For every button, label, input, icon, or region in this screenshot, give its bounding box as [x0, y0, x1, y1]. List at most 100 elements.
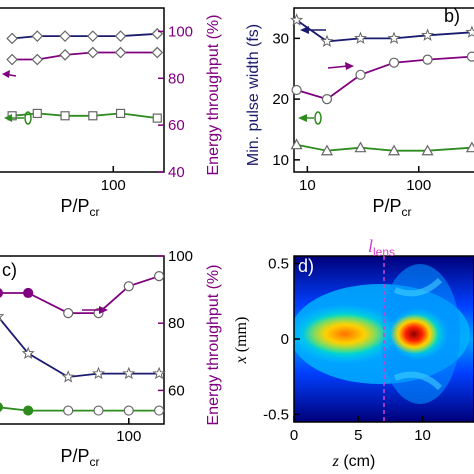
data-point [320, 144, 333, 156]
data-point [7, 111, 17, 121]
y-tick-label: 0 [281, 331, 289, 348]
y-tick-label: 100 [168, 23, 193, 40]
panel-b-series [289, 13, 474, 156]
panel-b: 10 20 30 10 100 b) Min. pulse width (fs) P/P… [245, 6, 474, 219]
panel-d-label: d) [298, 256, 314, 276]
panel-a-xlabel: P/Pcr [60, 196, 99, 219]
series-line [296, 55, 472, 101]
data-point [114, 30, 127, 42]
heatmap [294, 256, 474, 422]
panel-a-ylabel-right: Energy throughput (%) [205, 15, 222, 176]
panel-d: llens d) 0 5 100.50-0.5 x (mm) z (cm) [233, 236, 474, 470]
data-point [387, 31, 401, 44]
data-point [153, 271, 165, 282]
data-point [290, 138, 303, 150]
x-tick-label: 10 [414, 427, 431, 444]
data-point [420, 28, 435, 41]
panel-b-annotations [298, 26, 354, 125]
data-point [152, 113, 162, 123]
data-point [6, 53, 18, 66]
data-point [151, 46, 164, 59]
data-point [114, 46, 127, 59]
panel-d-ylabel: x (mm) [233, 317, 250, 365]
data-point [388, 144, 401, 156]
panel-a-ticks: 40 60 80 100 100 [101, 23, 193, 194]
panel-d-ticks: 0 5 100.50-0.5 [263, 256, 431, 444]
panel-c-frame [0, 255, 165, 425]
lens-label: llens [368, 236, 395, 259]
data-point [23, 287, 34, 299]
data-point [291, 84, 302, 96]
data-point [355, 69, 366, 80]
data-point [354, 31, 367, 44]
panel-c-xlabel: P/Pcr [60, 446, 99, 469]
data-point [23, 405, 34, 416]
data-point [320, 34, 334, 48]
panel-c-label: c) [2, 260, 17, 280]
data-point [421, 144, 434, 156]
x-tick-label: 5 [354, 427, 362, 444]
y-tick-label: 60 [168, 117, 185, 134]
y-tick-label: 80 [168, 70, 185, 87]
data-point [63, 405, 74, 416]
data-point [115, 108, 126, 119]
data-point [0, 402, 3, 412]
y-tick-label: 30 [272, 30, 289, 47]
data-point [152, 366, 166, 380]
x-tick-label: 100 [101, 177, 126, 194]
data-point [59, 49, 71, 61]
data-point [289, 13, 304, 26]
data-point [21, 346, 35, 360]
x-tick-label: 10 [299, 177, 316, 194]
data-point [321, 94, 333, 105]
panel-a: 40 60 80 100 100 Energy throughput (%) P/Pcr [0, 7, 222, 219]
data-point [388, 57, 400, 68]
data-point [88, 111, 98, 121]
panel-b-label: b) [444, 6, 460, 26]
y-tick-label: 0.5 [268, 256, 289, 273]
panel-c-ticks: 60 80 100 100 [116, 248, 193, 445]
panel-b-frame [293, 7, 474, 173]
series-line [296, 19, 472, 43]
y-tick-label: 100 [168, 248, 193, 265]
data-point [32, 108, 42, 119]
data-point [86, 30, 99, 42]
panel-a-frame [0, 7, 165, 173]
y-tick-label: 80 [168, 315, 185, 332]
data-point [6, 32, 18, 45]
data-point [31, 53, 44, 66]
y-tick-label: 10 [272, 152, 289, 169]
y-tick-label: -0.5 [263, 406, 289, 423]
data-point [151, 27, 164, 40]
data-point [153, 405, 165, 416]
data-point [466, 51, 474, 62]
x-tick-label: 0 [290, 427, 298, 444]
data-point [465, 25, 474, 38]
data-point [31, 30, 44, 42]
x-tick-label: 100 [116, 428, 141, 445]
y-tick-label: 40 [168, 164, 185, 181]
data-point [122, 366, 136, 380]
panel-d-xlabel: z (cm) [332, 453, 376, 470]
data-point [60, 111, 70, 121]
data-point [0, 314, 5, 322]
data-point [123, 405, 134, 416]
data-point [61, 370, 75, 383]
data-point [59, 30, 71, 42]
data-point [63, 308, 74, 319]
data-point [91, 366, 106, 380]
y-tick-label: 20 [272, 91, 289, 108]
panel-c-ylabel-right: Energy throughput (%) [205, 265, 222, 426]
data-point [93, 405, 104, 416]
series-line [296, 143, 472, 152]
panel-c-annotations [82, 306, 108, 314]
panel-c: 60 80 100 100 c) Energy throughput (%) P/Pc… [0, 248, 222, 469]
data-point [123, 281, 134, 292]
data-point [86, 46, 99, 59]
panel-a-series [6, 27, 164, 123]
data-point [422, 54, 433, 65]
panel-c-series [0, 271, 166, 416]
data-point [354, 141, 367, 153]
panel-a-annotations [2, 70, 32, 125]
